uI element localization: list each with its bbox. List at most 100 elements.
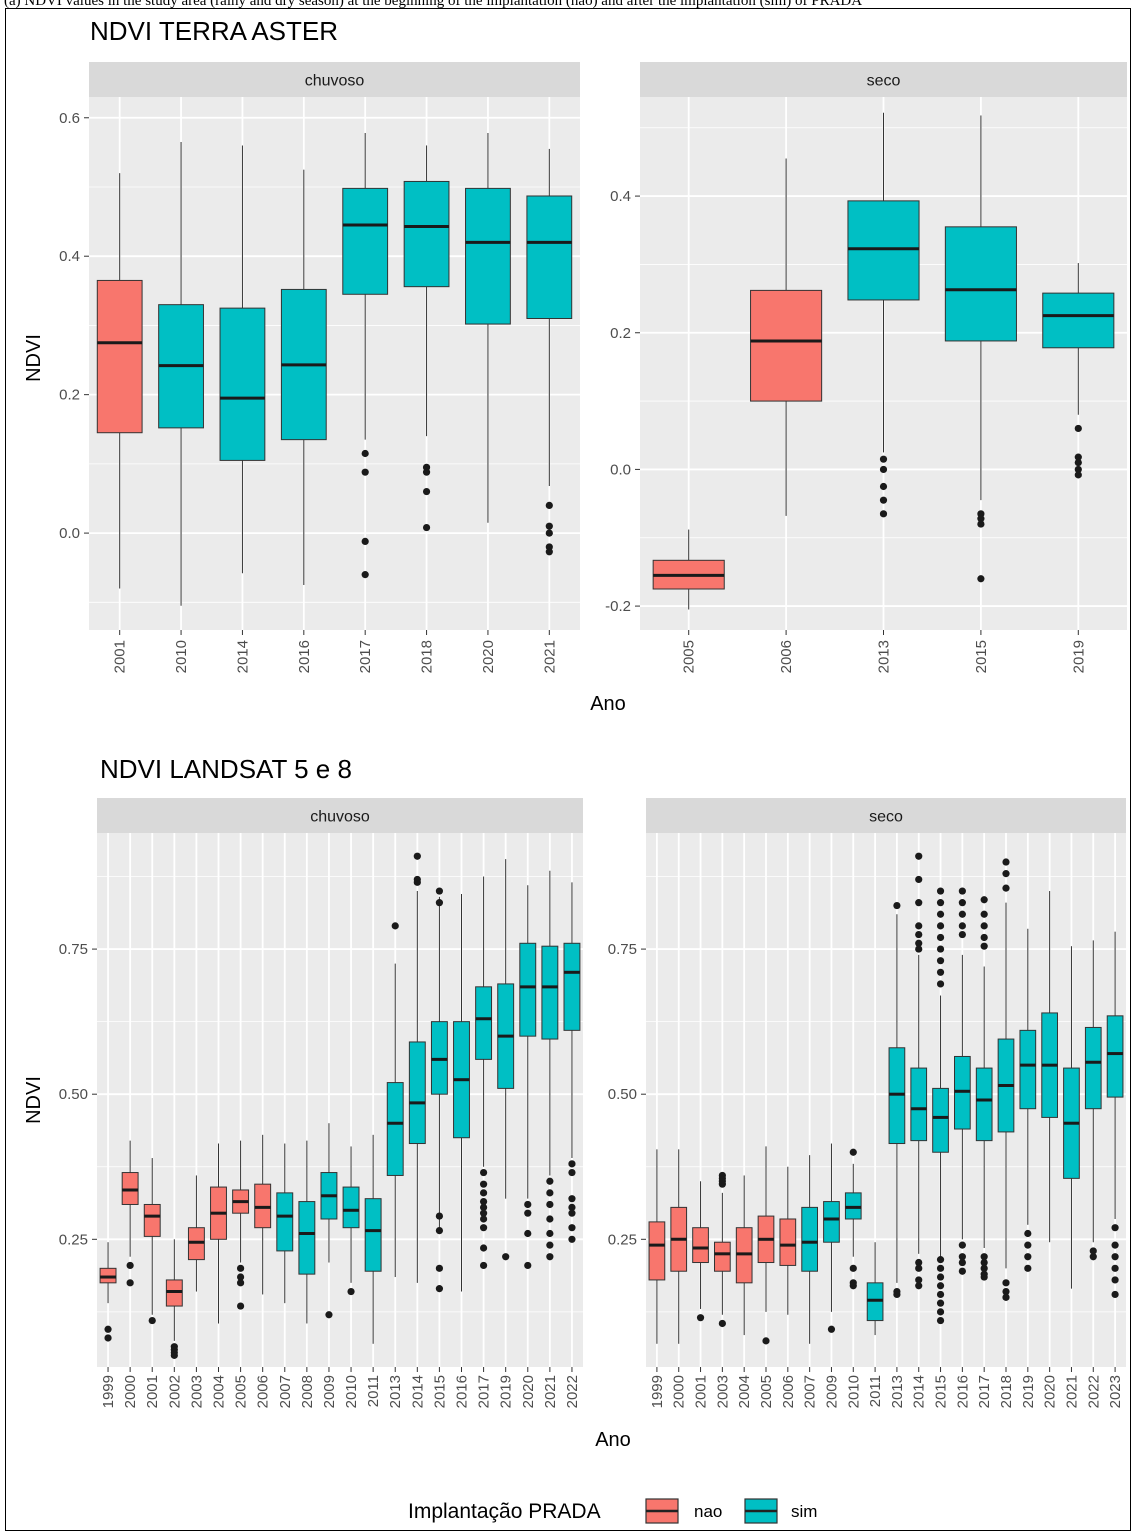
outlier-point xyxy=(958,887,966,895)
outlier-point xyxy=(1111,1253,1119,1261)
x-tick-label: 2006 xyxy=(255,1375,272,1408)
legend-title: Implantação PRADA xyxy=(408,1500,601,1523)
outlier-point xyxy=(1089,1253,1097,1261)
box-body xyxy=(1019,1029,1037,1110)
outlier-point xyxy=(104,1325,112,1333)
legend-label-nao: nao xyxy=(694,1502,722,1521)
outlier-point xyxy=(1111,1264,1119,1272)
outlier-point xyxy=(1111,1276,1119,1284)
facet-strip-landsat-chuvoso xyxy=(97,798,583,833)
box-landsat-chuvoso-2009 xyxy=(320,1123,338,1319)
outlier-point xyxy=(958,1267,966,1275)
outlier-point xyxy=(435,899,444,907)
outlier-point xyxy=(1074,471,1082,479)
box-landsat-chuvoso-2021 xyxy=(541,870,559,1261)
box-body xyxy=(563,942,581,1031)
box-landsat-seco-2009 xyxy=(823,1143,840,1333)
outlier-point xyxy=(568,1160,576,1168)
figure-caption: (a) NDVI values in the study area (rainy… xyxy=(4,0,863,8)
outlier-point xyxy=(361,571,369,579)
x-tick-label: 2015 xyxy=(431,1375,448,1408)
outlier-point xyxy=(893,1290,901,1299)
outlier-point xyxy=(236,1273,245,1281)
x-tick-label: 2016 xyxy=(296,640,313,673)
box-landsat-chuvoso-2016 xyxy=(453,893,470,1292)
box-landsat-seco-2000 xyxy=(670,1149,688,1344)
outlier-point xyxy=(849,1148,857,1156)
panel-landsat-seco: seco 0.25 0.50 0.75 1999 2000 2001 2003 2004 2005… xyxy=(608,798,1126,1408)
box-terra-chuvoso-2010 xyxy=(158,141,204,606)
box-terra-chuvoso-2018 xyxy=(403,145,450,532)
outlier-point xyxy=(936,1308,945,1316)
y-tick-label: 0.0 xyxy=(610,461,631,478)
outlier-point xyxy=(1074,424,1082,433)
facet-panels: chuvoso 0.0 0.2 0.4 0.6 2001 2010 2014 2016 2017 2… xyxy=(59,62,1127,1408)
box-body xyxy=(541,945,559,1040)
outlier-point xyxy=(435,1226,444,1235)
outlier-point xyxy=(479,1244,488,1252)
outlier-point xyxy=(479,1261,488,1270)
outlier-point xyxy=(879,496,888,504)
x-tick-label: 2010 xyxy=(173,640,190,673)
outlier-point xyxy=(958,899,966,907)
x-tick-label: 2013 xyxy=(876,640,893,673)
box-landsat-chuvoso-2011 xyxy=(364,1134,382,1344)
box-landsat-chuvoso-2003 xyxy=(187,1175,205,1292)
outlier-point xyxy=(479,1224,488,1232)
box-body xyxy=(944,226,1017,342)
outlier-point xyxy=(980,896,988,904)
x-tick-label: 2019 xyxy=(1070,640,1087,673)
outlier-point xyxy=(479,1203,488,1211)
box-landsat-seco-2006 xyxy=(779,1166,797,1315)
box-body xyxy=(219,307,266,461)
outlier-point xyxy=(479,1215,488,1223)
y-axis-title-landsat: NDVI xyxy=(23,1076,45,1124)
x-tick-label: 2006 xyxy=(778,640,795,673)
x-tick-label: 2004 xyxy=(211,1375,228,1408)
x-tick-label: 2010 xyxy=(845,1375,862,1408)
box-body xyxy=(779,1218,797,1266)
box-landsat-seco-2013 xyxy=(888,901,906,1299)
outlier-point xyxy=(936,1264,945,1272)
outlier-point xyxy=(170,1351,178,1359)
x-tick-label: 2005 xyxy=(681,640,698,673)
outlier-point xyxy=(546,1241,554,1249)
x-axis-title-landsat: Ano xyxy=(595,1429,631,1451)
box-terra-chuvoso-2016 xyxy=(280,169,327,586)
x-tick-label: 2009 xyxy=(321,1375,338,1408)
box-body xyxy=(847,200,920,301)
outlier-point xyxy=(849,1282,857,1290)
outlier-point xyxy=(958,922,966,930)
outlier-point xyxy=(413,852,421,860)
outlier-point xyxy=(879,482,888,491)
outlier-point xyxy=(126,1261,134,1270)
outlier-point xyxy=(546,1189,554,1197)
box-landsat-seco-2023 xyxy=(1106,931,1124,1299)
x-tick-label: 2014 xyxy=(234,640,251,673)
x-tick-label: 2019 xyxy=(498,1375,515,1408)
x-tick-label: 2013 xyxy=(889,1375,906,1408)
outlier-point xyxy=(980,1264,988,1272)
outlier-point xyxy=(915,852,923,860)
outlier-point xyxy=(849,1264,857,1272)
box-terra-seco-2013 xyxy=(847,112,920,518)
outlier-point xyxy=(545,529,553,537)
box-landsat-seco-2007 xyxy=(801,1155,818,1344)
outlier-point xyxy=(958,1241,966,1249)
outlier-point xyxy=(524,1261,532,1270)
x-tick-label: 2001 xyxy=(112,640,129,673)
x-tick-label: 2021 xyxy=(542,1375,559,1408)
outlier-point xyxy=(347,1287,355,1296)
box-landsat-chuvoso-2017 xyxy=(475,876,493,1270)
outlier-point xyxy=(479,1209,488,1217)
box-landsat-chuvoso-2005 xyxy=(232,1140,250,1310)
outlier-point xyxy=(980,910,988,918)
outlier-point xyxy=(479,1180,488,1188)
box-landsat-chuvoso-2022 xyxy=(563,882,581,1243)
box-terra-chuvoso-2001 xyxy=(96,173,143,589)
x-tick-label: 2005 xyxy=(758,1375,775,1408)
box-body xyxy=(403,180,450,288)
x-tick-label: 1999 xyxy=(100,1375,117,1408)
outlier-point xyxy=(1024,1264,1032,1272)
outlier-point xyxy=(546,1215,554,1223)
